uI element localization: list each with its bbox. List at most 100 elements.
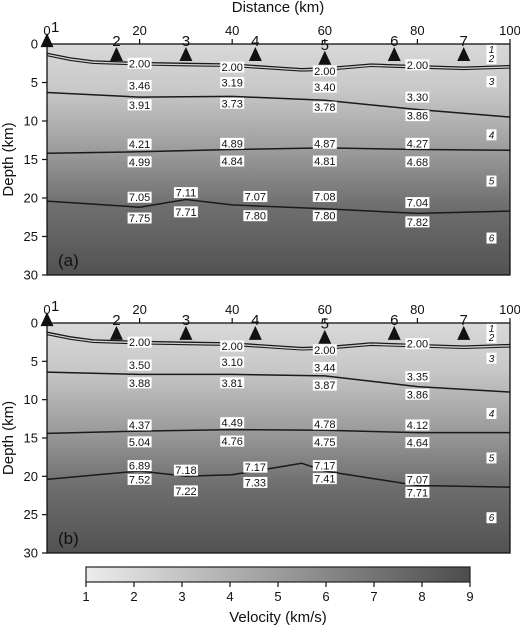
x-tick-label: 60 — [318, 23, 332, 38]
layer-number: 6 — [489, 513, 495, 524]
velocity-label: 7.41 — [314, 474, 335, 486]
layer-number-box — [486, 76, 497, 88]
velocity-label-box — [405, 91, 430, 103]
velocity-label: 4.27 — [407, 138, 428, 150]
colorbar-tick-label: 8 — [418, 589, 425, 604]
y-tick-label: 20 — [24, 469, 38, 484]
velocity-label-box — [220, 61, 245, 73]
velocity-label: 3.19 — [221, 78, 242, 90]
layer-number-box — [486, 332, 497, 344]
layer-number-box — [486, 512, 497, 524]
y-tick-label: 5 — [31, 75, 38, 90]
layer-number-box — [486, 129, 497, 141]
velocity-label-box — [405, 371, 430, 383]
velocity-label-box — [127, 191, 152, 203]
velocity-label-box — [405, 156, 430, 168]
velocity-label-box — [220, 417, 245, 429]
velocity-label-box — [405, 59, 430, 71]
layer-interface — [46, 198, 511, 215]
station-marker — [248, 46, 262, 61]
velocity-label: 7.07 — [407, 474, 428, 486]
velocity-label-box — [127, 212, 152, 224]
velocity-field — [47, 323, 510, 553]
velocity-label: 3.46 — [129, 81, 150, 93]
velocity-label: 3.86 — [407, 111, 428, 123]
velocity-label: 4.68 — [407, 157, 428, 169]
velocity-label: 3.81 — [221, 378, 242, 390]
y-tick-label: 30 — [24, 268, 38, 283]
station-marker — [179, 46, 193, 61]
velocity-label: 3.88 — [129, 378, 150, 390]
colorbar-tick-label: 2 — [130, 589, 137, 604]
x-tick-label: 20 — [132, 23, 146, 38]
colorbar-label: Velocity (km/s) — [229, 609, 327, 626]
layer-number: 6 — [489, 234, 495, 245]
velocity-label: 7.52 — [129, 474, 150, 486]
x-tick-label: 100 — [499, 23, 520, 38]
velocity-label: 7.05 — [129, 192, 150, 204]
panel-a: 2.00 2.00 2.00 2.00 3.46 3.19 3.40 3.30 3.91 3.73… — [0, 19, 520, 282]
velocity-label: 7.18 — [175, 465, 196, 477]
y-tick-label: 0 — [31, 37, 38, 52]
velocity-label-box — [312, 210, 337, 222]
velocity-label: 2.00 — [407, 60, 428, 72]
velocity-label: 3.78 — [314, 102, 335, 114]
velocity-label-box — [127, 460, 152, 472]
velocity-label: 7.17 — [314, 461, 335, 473]
station-marker — [387, 325, 401, 340]
y-axis-title: Depth (km) — [0, 122, 17, 196]
velocity-label-box — [127, 336, 152, 348]
velocity-label-box — [220, 340, 245, 352]
velocity-label-box — [312, 81, 337, 93]
velocity-label: 3.35 — [407, 372, 428, 384]
velocity-label-box — [405, 137, 430, 149]
velocity-label: 3.73 — [221, 98, 242, 110]
station-number: 2 — [112, 312, 120, 329]
velocity-label-box — [312, 137, 337, 149]
velocity-label: 7.80 — [245, 211, 266, 223]
velocity-label-box — [312, 65, 337, 77]
station-marker — [387, 46, 401, 61]
layer-number: 5 — [489, 177, 495, 188]
station-number: 3 — [182, 312, 190, 329]
velocity-label: 7.11 — [176, 188, 197, 200]
velocity-label: 4.49 — [221, 418, 242, 430]
layer-number-box — [486, 232, 497, 244]
velocity-label-box — [405, 437, 430, 449]
velocity-label-box — [405, 216, 430, 228]
velocity-label-box — [312, 436, 337, 448]
velocity-label: 3.10 — [221, 357, 242, 369]
velocity-label: 4.84 — [221, 156, 242, 168]
layer-number-box — [486, 452, 497, 464]
velocity-label: 3.86 — [407, 389, 428, 401]
velocity-label: 3.40 — [314, 82, 335, 94]
velocity-label: 2.00 — [221, 62, 242, 74]
velocity-label-box — [312, 418, 337, 430]
velocity-label-box — [312, 344, 337, 356]
velocity-label-box — [127, 99, 152, 111]
velocity-label: 2.00 — [407, 339, 428, 351]
layer-number-box — [486, 352, 497, 364]
velocity-label-box — [127, 359, 152, 371]
x-tick-label: 100 — [499, 302, 520, 317]
velocity-colorbar: 1 2 3 4 5 6 7 8 9 Velocity (km/s) — [82, 566, 474, 626]
velocity-label: 4.87 — [314, 138, 335, 150]
velocity-label-box — [312, 101, 337, 113]
velocity-label-box — [173, 485, 198, 497]
station-number: 6 — [390, 33, 398, 50]
velocity-label: 4.21 — [129, 139, 150, 151]
velocity-label-box — [127, 473, 152, 485]
station-marker — [318, 329, 332, 344]
layer-interface — [46, 147, 511, 155]
velocity-label-box — [127, 57, 152, 69]
velocity-label-box — [220, 97, 245, 109]
panel-label: (a) — [58, 251, 79, 270]
velocity-label-box — [312, 190, 337, 202]
velocity-label-box — [405, 338, 430, 350]
layer-interface — [46, 428, 510, 435]
station-number: 7 — [460, 312, 468, 329]
velocity-label: 7.17 — [245, 462, 266, 474]
velocity-label-box — [243, 461, 268, 473]
velocity-label-box — [220, 377, 245, 389]
velocity-label: 7.71 — [175, 207, 196, 219]
